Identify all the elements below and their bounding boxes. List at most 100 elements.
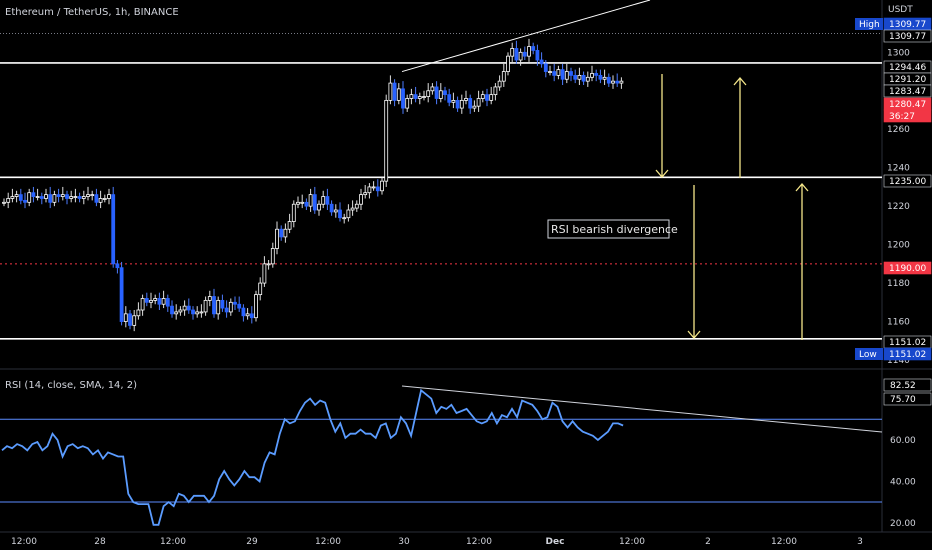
candle-body <box>304 201 309 207</box>
candle-body <box>39 196 44 199</box>
price-tick-label: 1140 <box>887 356 910 366</box>
candle-body <box>233 301 237 305</box>
price-tag-box <box>883 347 932 361</box>
candle-body <box>44 194 48 199</box>
price-tag-value: 1294.46 <box>889 63 926 73</box>
candle-body <box>73 196 78 198</box>
candle-body <box>501 71 506 82</box>
candle-body <box>497 80 502 88</box>
candle-body <box>543 63 548 72</box>
price-tag-label-box <box>855 348 883 360</box>
price-tick-label: 1260 <box>887 125 910 135</box>
candle-body <box>174 311 179 315</box>
candle-body <box>249 313 254 319</box>
candle-body <box>518 51 523 61</box>
price-tick-label: 1180 <box>887 279 910 289</box>
candle-body <box>149 299 153 303</box>
candle-body <box>107 194 111 199</box>
candle-body <box>371 186 376 189</box>
candle-body <box>111 194 116 265</box>
candle-body <box>522 51 527 57</box>
price-gridlines <box>0 0 932 532</box>
candle-body <box>77 196 82 199</box>
price-pane <box>0 33 882 340</box>
candle-body <box>480 94 485 99</box>
candle-body <box>354 203 359 209</box>
candle-body <box>128 313 132 326</box>
candle-body <box>98 198 103 203</box>
candle-body <box>212 296 216 315</box>
candle-body <box>48 194 53 203</box>
candle-body <box>69 196 74 199</box>
candle-body <box>535 49 540 61</box>
resistance-trendline <box>401 0 651 73</box>
candle-body <box>161 298 166 305</box>
time-axis: 12:00 28 12:00 29 12:00 30 12:00 Dec 12:00 2 12:00… <box>0 531 932 547</box>
price-tag-value: 1280.47 <box>889 100 926 110</box>
annotation-text: RSI bearish divergence <box>551 223 678 236</box>
candle-body <box>287 221 292 230</box>
rsi-tick-label: 20.00 <box>890 519 916 529</box>
time-tick-label: Dec <box>546 537 565 547</box>
candle-body <box>2 201 6 204</box>
candle-body <box>308 194 313 207</box>
candle-body <box>569 71 573 76</box>
price-tag-box <box>883 261 932 275</box>
candle-body <box>279 228 284 238</box>
candle-body <box>506 55 510 72</box>
candle-body <box>195 311 200 315</box>
candle-body <box>422 96 426 98</box>
candlestick-series <box>2 38 624 332</box>
time-tick-label: 12:00 <box>315 537 341 547</box>
candle-body <box>207 296 212 301</box>
rsi-value-tag-box <box>883 378 932 392</box>
candle-body <box>333 209 338 213</box>
price-tag-value: 1190.00 <box>889 264 926 274</box>
candle-body <box>186 305 191 311</box>
candle-body <box>52 194 57 203</box>
annotations: RSI bearish divergence <box>401 0 809 340</box>
price-tick-label: 1200 <box>887 241 910 251</box>
candle-body <box>254 294 258 319</box>
down-arrow-1-head <box>655 169 669 178</box>
price-tag-value: 1151.02 <box>889 350 926 360</box>
candle-body <box>338 209 342 219</box>
candle-body <box>375 186 380 192</box>
candle-body <box>581 74 586 82</box>
candle-body <box>228 301 233 313</box>
candle-body <box>590 73 594 78</box>
candle-body <box>363 192 368 196</box>
candle-body <box>594 73 599 76</box>
candle-body <box>81 196 86 199</box>
candle-body <box>401 88 405 109</box>
candle-body <box>283 228 288 238</box>
price-tag-value: 1309.77 <box>889 32 926 42</box>
candle-body <box>430 86 435 92</box>
chart-title: Ethereum / TetherUS, 1h, BINANCE <box>5 7 179 18</box>
price-axis: 114011601180120012201240126012801300High… <box>855 17 932 366</box>
candle-body <box>56 194 61 197</box>
candle-body <box>468 98 473 109</box>
candle-body <box>6 198 11 203</box>
candle-body <box>577 74 582 80</box>
candle-body <box>409 94 414 99</box>
rsi-tick-label: 60.00 <box>890 436 916 446</box>
candle-body <box>23 199 27 203</box>
price-tag-box <box>883 109 932 123</box>
candle-body <box>367 186 372 194</box>
candle-body <box>182 305 187 311</box>
rsi-value-tag-box <box>883 392 932 406</box>
candle-body <box>342 217 347 220</box>
candle-body <box>300 201 305 204</box>
candle-body <box>220 299 225 309</box>
candle-body <box>203 299 208 313</box>
candle-body <box>606 76 611 84</box>
candle-body <box>464 98 468 101</box>
candle-body <box>451 99 456 103</box>
candle-body <box>585 76 590 82</box>
candle-body <box>86 194 90 197</box>
price-tag-label-box <box>855 18 883 30</box>
candle-body <box>275 228 279 249</box>
candle-body <box>514 48 519 61</box>
